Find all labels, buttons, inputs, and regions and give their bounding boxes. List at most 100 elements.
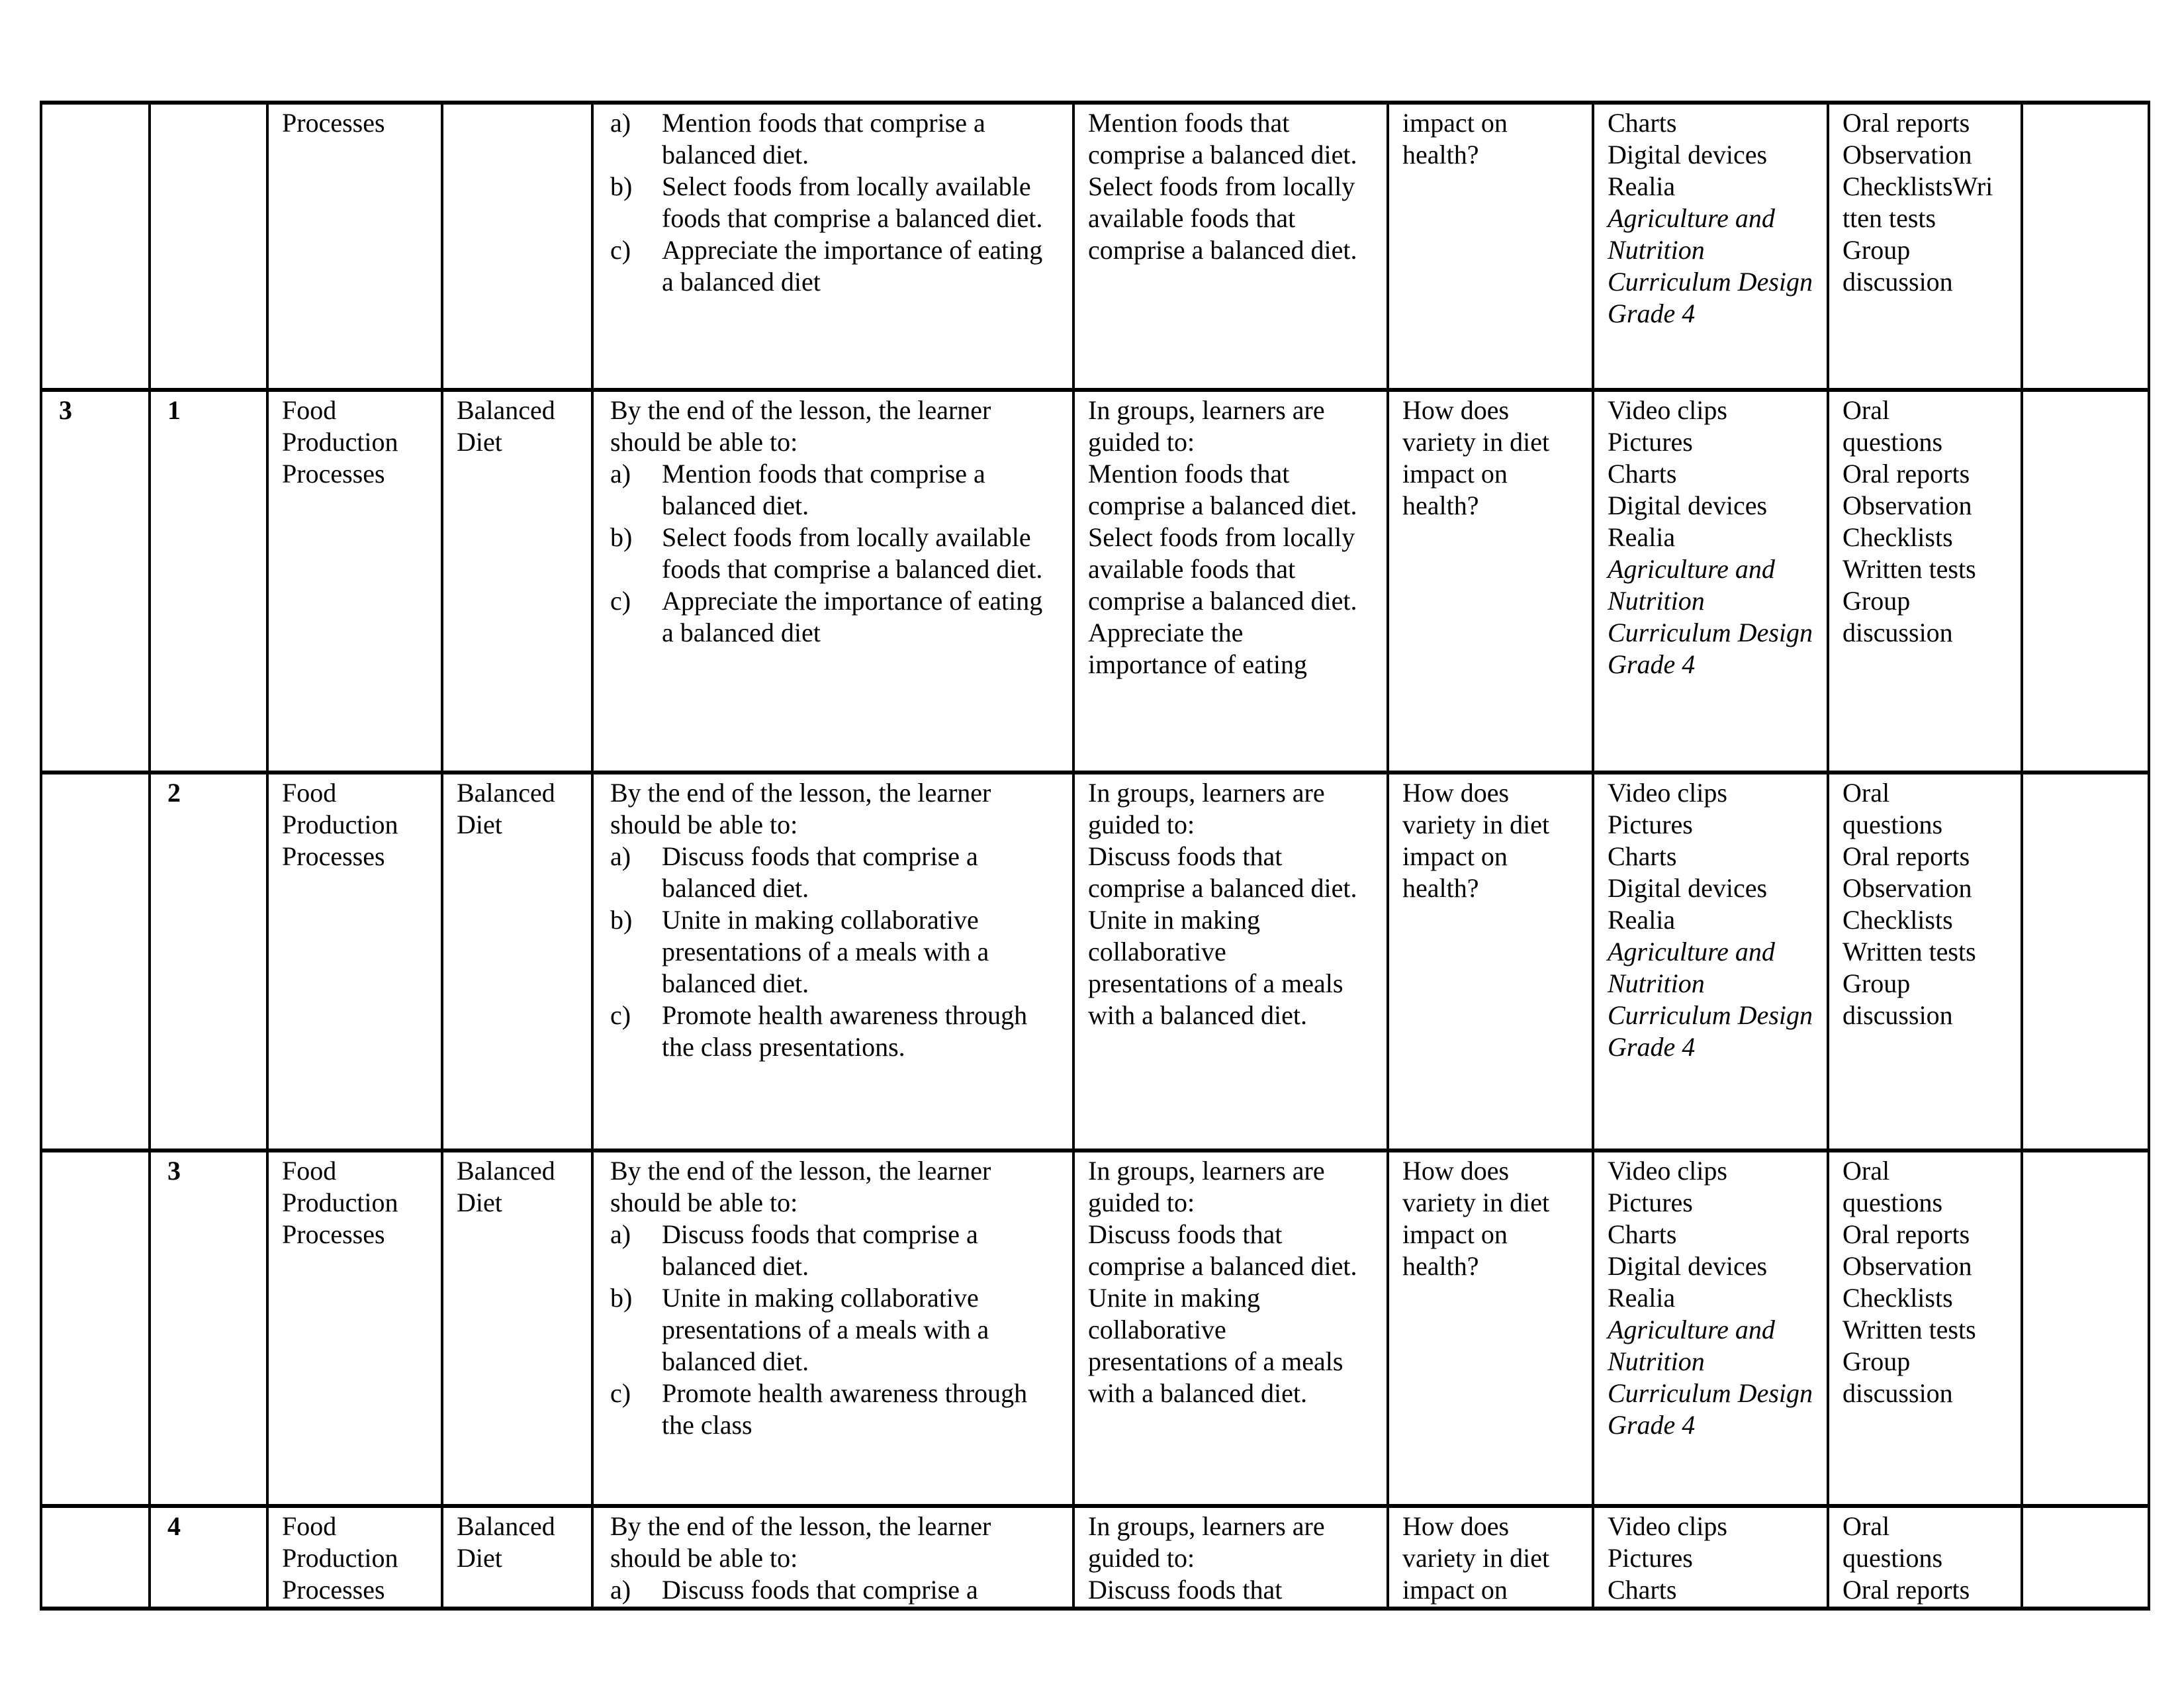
strand-cell: Processes (282, 108, 385, 138)
week-cell (42, 1152, 148, 1504)
week-cell: 3 (59, 395, 72, 425)
list-marker: c) (610, 586, 631, 616)
assessment-item: ChecklistsWritten tests (1843, 171, 1993, 233)
resource-item: Realia (1608, 522, 1676, 552)
curriculum-reference: Agriculture and Nutrition Curriculum Des… (1608, 203, 1813, 328)
list-marker: c) (610, 235, 631, 265)
strand-cell: Food Production Processes (282, 395, 398, 489)
outcome-text: Mention foods that comprise a balanced d… (662, 108, 985, 169)
inquiry-cell: impact on health? (1402, 108, 1508, 169)
curriculum-reference: Agriculture and Nutrition Curriculum Des… (1608, 554, 1813, 679)
table-row: 3 1 Food Production Processes Balanced D… (40, 388, 2150, 774)
outcome-item: c) Appreciate the importance of eating a … (610, 234, 1047, 298)
assessment-cell: Oral questions Oral reports Observation … (1829, 774, 2021, 1149)
remarks-cell (2023, 1508, 2148, 1607)
list-marker: b) (610, 522, 633, 552)
assessment-item: Oral questions (1843, 778, 1943, 839)
experiences-cell: In groups, learners are guided to: Discu… (1075, 1152, 1387, 1504)
experience-sentence: Unite in making collaborative presentati… (1088, 1283, 1343, 1408)
scheme-of-work-table: Processes a) Mention foods that comprise … (40, 101, 2150, 1611)
outcome-item: b) Unite in making collaborative presenta… (610, 1282, 1047, 1378)
outcome-text: Promote health awareness through the cla… (662, 1000, 1028, 1062)
lesson-cell: 3 (167, 1156, 181, 1186)
curriculum-reference: Agriculture and Nutrition Curriculum Des… (1608, 1315, 1813, 1440)
resource-item: Digital devices (1608, 491, 1768, 520)
outcomes-cell: a) Mention foods that comprise a balanced… (594, 105, 1072, 388)
outcomes-cell: By the end of the lesson, the learner sh… (594, 392, 1072, 771)
outcome-item: b) Select foods from locally available fo… (610, 522, 1047, 585)
resource-item: Pictures (1608, 427, 1693, 457)
outcome-item: c) Promote health awareness through the c… (610, 1000, 1047, 1063)
assessment-item: Oral reports (1843, 459, 1970, 489)
resource-item: Charts (1608, 1219, 1677, 1249)
resources-cell: Charts Digital devices Realia Agricultur… (1594, 105, 1827, 388)
resource-item: Realia (1608, 905, 1676, 935)
assessment-item: Observation (1843, 491, 1972, 520)
experiences-cell: In groups, learners are guided to: Discu… (1075, 1508, 1387, 1607)
resource-item: Charts (1608, 1575, 1677, 1605)
outcomes-cell: By the end of the lesson, the learner sh… (594, 1152, 1072, 1504)
resource-item: Pictures (1608, 1188, 1693, 1217)
remarks-cell (2023, 774, 2148, 1149)
assessment-item: Oral reports (1843, 1219, 1970, 1249)
resources-cell: Video clips Pictures Charts Digital devi… (1594, 1152, 1827, 1504)
resource-item: Video clips (1608, 778, 1727, 808)
strand-cell: Food Production Processes (282, 1511, 398, 1605)
list-marker: b) (610, 905, 633, 935)
list-marker: a) (610, 1219, 631, 1249)
experiences-intro: In groups, learners are guided to: (1088, 778, 1325, 839)
experience-sentence: Mention foods that comprise a balanced d… (1088, 108, 1357, 169)
assessment-item: Group discussion (1843, 235, 1953, 297)
lesson-cell: 4 (167, 1511, 181, 1541)
assessment-item: Observation (1843, 873, 1972, 903)
inquiry-cell: How does variety in diet impact on healt… (1402, 395, 1550, 520)
resources-cell: Video clips Pictures Charts Digital devi… (1594, 392, 1827, 771)
assessment-cell: Oral questions Oral reports Observation … (1829, 1152, 2021, 1504)
resources-cell: Video clips Pictures Charts (1594, 1508, 1827, 1607)
table-row: 2 Food Production Processes Balanced Die… (40, 771, 2150, 1152)
outcome-item: a) Mention foods that comprise a balanced… (610, 107, 1047, 171)
outcome-item: a) Discuss foods that comprise a (610, 1574, 1047, 1606)
outcomes-cell: By the end of the lesson, the learner sh… (594, 774, 1072, 1149)
assessment-item: Oral questions (1843, 395, 1943, 457)
experience-sentence: Select foods from locally available food… (1088, 171, 1357, 265)
resource-item: Charts (1608, 108, 1677, 138)
assessment-cell: Oral questions Oral reports (1829, 1508, 2021, 1607)
outcome-item: a) Mention foods that comprise a balanced… (610, 458, 1047, 522)
experience-sentence: Unite in making collaborative presentati… (1088, 905, 1343, 1030)
assessment-item: Oral questions (1843, 1156, 1943, 1217)
remarks-cell (2023, 1152, 2148, 1504)
outcomes-intro: By the end of the lesson, the learner sh… (610, 778, 991, 839)
resource-item: Pictures (1608, 1543, 1693, 1573)
outcome-item: a) Discuss foods that comprise a balanced… (610, 1219, 1047, 1282)
outcomes-intro: By the end of the lesson, the learner sh… (610, 1156, 991, 1217)
table-row: 4 Food Production Processes Balanced Die… (40, 1504, 2150, 1611)
list-marker: a) (610, 841, 631, 871)
list-marker: a) (610, 108, 631, 138)
experiences-cell: In groups, learners are guided to: Menti… (1075, 392, 1387, 771)
resource-item: Digital devices (1608, 1251, 1768, 1281)
assessment-item: Checklists (1843, 905, 1953, 935)
outcome-text: Select foods from locally available food… (662, 522, 1043, 584)
resource-item: Realia (1608, 171, 1676, 201)
inquiry-cell: How does variety in diet impact on (1402, 1511, 1550, 1605)
resource-item: Pictures (1608, 810, 1693, 839)
outcomes-intro: By the end of the lesson, the learner sh… (610, 395, 991, 457)
week-cell (42, 1508, 148, 1607)
assessment-item: Group discussion (1843, 968, 1953, 1030)
strand-cell: Food Production Processes (282, 778, 398, 871)
outcome-text: Discuss foods that comprise a balanced d… (662, 841, 978, 903)
sub-strand-cell: Balanced Diet (457, 1156, 555, 1217)
outcome-item: a) Discuss foods that comprise a balanced… (610, 841, 1047, 904)
outcome-text: Select foods from locally available food… (662, 171, 1043, 233)
assessment-item: Oral reports (1843, 841, 1970, 871)
list-marker: c) (610, 1378, 631, 1408)
table-row: Processes a) Mention foods that comprise … (40, 101, 2150, 392)
outcome-text: Discuss foods that comprise a balanced d… (662, 1219, 978, 1281)
assessment-item: Oral reports (1843, 1575, 1970, 1605)
resource-item: Video clips (1608, 1156, 1727, 1186)
assessment-item: Group discussion (1843, 1346, 1953, 1408)
assessment-item: Written tests (1843, 937, 1976, 966)
list-marker: a) (610, 1575, 631, 1605)
assessment-item: Oral questions (1843, 1511, 1943, 1573)
